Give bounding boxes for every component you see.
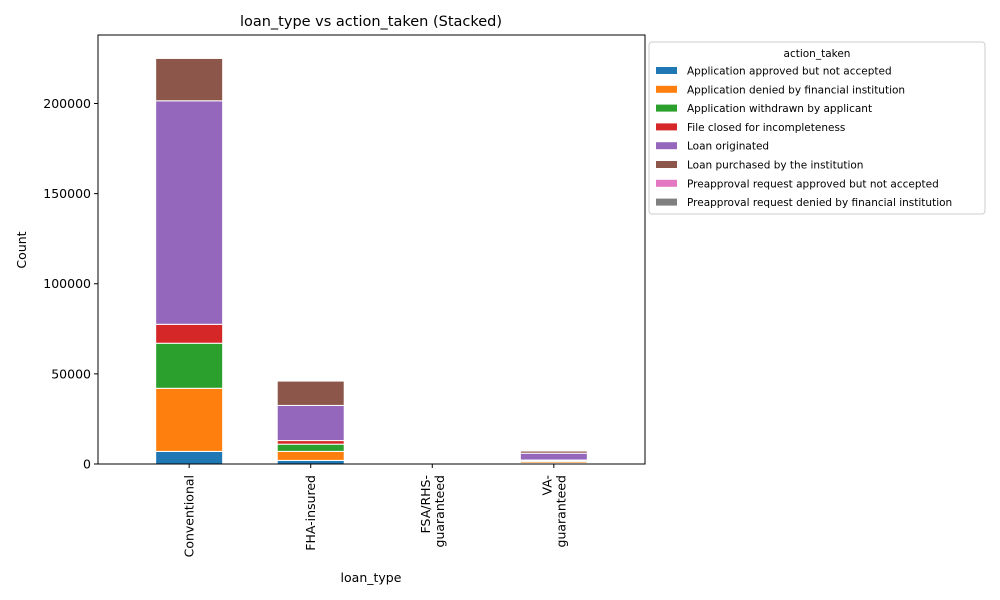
plot-area: [155, 57, 588, 465]
x-axis: Conventional FHA-insured FSA/RHS-guarantee…: [182, 464, 568, 557]
x-axis-label: loan_type: [341, 570, 402, 585]
x-tick-label: FHA-insured: [303, 475, 318, 551]
y-tick-label: 200000: [43, 96, 91, 111]
x-tick-label: VA-guaranteed: [539, 475, 568, 547]
y-axis-label: Count: [14, 231, 29, 268]
legend-title: action_taken: [784, 48, 851, 60]
legend-entry: Loan purchased by the institution: [687, 160, 863, 172]
bar-segment: [519, 452, 588, 461]
legend: action_taken Application approved but no…: [648, 41, 986, 215]
plot-frame: [97, 34, 646, 465]
bar-segment: [155, 57, 224, 102]
legend-entry: File closed for incompleteness: [687, 122, 845, 134]
x-tick-label: FSA/RHS-guaranteed: [418, 475, 447, 547]
chart-title: loan_type vs action_taken (Stacked): [240, 14, 502, 30]
bar-segment: [155, 387, 224, 452]
y-tick-label: 0: [83, 457, 91, 472]
legend-entry: Loan originated: [687, 141, 769, 153]
bar-segment: [276, 443, 345, 452]
bar-segment: [276, 440, 345, 445]
legend-swatch: [656, 67, 677, 74]
legend-swatch: [656, 85, 677, 93]
legend-swatch: [656, 142, 677, 150]
y-tick-label: 100000: [43, 276, 91, 291]
legend-entry: Preapproval request denied by financial …: [687, 197, 952, 209]
legend-entry: Application withdrawn by applicant: [687, 103, 872, 115]
bar-segment: [155, 100, 224, 325]
y-axis: 0 50000 100000 150000 200000: [43, 96, 98, 472]
bar-segment: [519, 450, 588, 454]
legend-entry: Application denied by financial institut…: [687, 84, 905, 96]
bar-segment: [276, 380, 345, 406]
legend-swatch: [656, 161, 677, 168]
bar-segment: [276, 459, 345, 465]
bar-segment: [276, 404, 345, 442]
bar-segment: [155, 323, 224, 344]
legend-swatch: [656, 179, 677, 187]
y-tick-label: 50000: [51, 366, 91, 381]
bar-segment: [276, 450, 345, 461]
legend-entry: Preapproval request approved but not acc…: [687, 178, 939, 190]
bar-segment: [155, 450, 224, 465]
legend-swatch: [656, 123, 677, 131]
legend-swatch: [656, 198, 677, 206]
bar-segment: [155, 342, 224, 389]
legend-swatch: [656, 104, 677, 112]
y-tick-label: 150000: [43, 186, 91, 201]
x-tick-label: Conventional: [182, 475, 197, 557]
legend-frame: [648, 41, 986, 215]
legend-entry: Application approved but not accepted: [687, 66, 892, 78]
